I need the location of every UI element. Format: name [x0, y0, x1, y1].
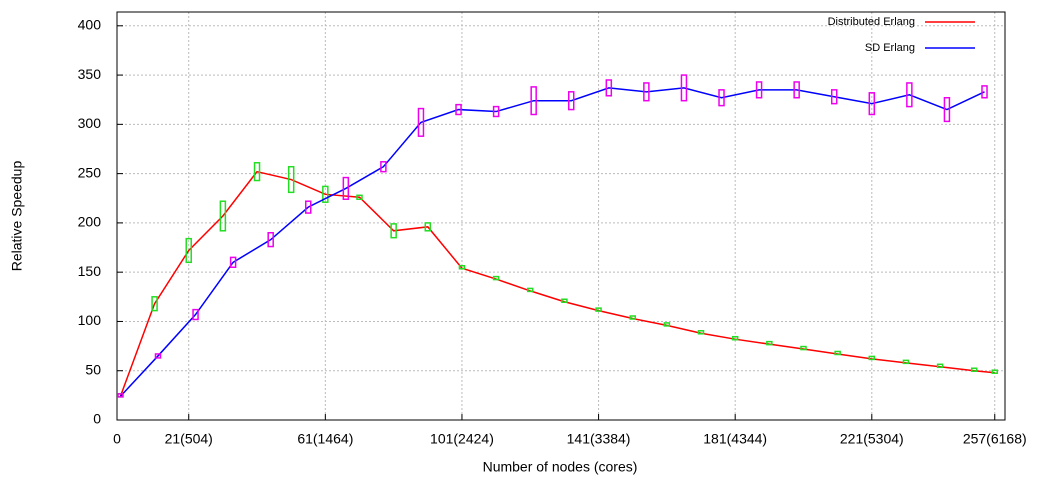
y-tick-label: 100: [78, 312, 102, 328]
error-bar: [971, 367, 978, 372]
error-bar: [605, 79, 613, 97]
error-bar: [793, 81, 800, 99]
error-bar: [527, 287, 534, 293]
x-tick-label: 257(6168): [963, 431, 1027, 447]
error-bar: [117, 393, 124, 398]
error-bar: [322, 185, 329, 203]
x-tick-label: 101(2424): [430, 431, 494, 447]
error-bar: [185, 237, 192, 264]
error-bar: [595, 307, 602, 312]
error-bar: [936, 363, 944, 369]
error-bar: [991, 369, 999, 374]
error-bar: [342, 176, 350, 200]
error-bar: [697, 330, 705, 335]
plot-frame: [116, 11, 1006, 421]
error-bar: [906, 82, 913, 108]
error-bar: [868, 355, 876, 361]
error-bar: [766, 340, 773, 346]
y-tick-label: 200: [78, 214, 102, 230]
legend-label: Distributed Erlang: [828, 16, 915, 28]
error-bar: [830, 89, 838, 105]
x-tick-label: 0: [113, 431, 121, 447]
series-line: [119, 170, 995, 397]
error-bar: [455, 103, 462, 116]
y-tick-label: 0: [93, 411, 101, 427]
error-bar: [253, 162, 261, 182]
error-bar: [424, 222, 432, 232]
error-bar: [868, 92, 876, 116]
error-bar: [380, 161, 387, 173]
error-bar: [731, 335, 739, 341]
series-line: [119, 87, 985, 397]
y-tick-label: 250: [78, 164, 102, 180]
error-bar: [629, 315, 636, 320]
error-bar: [356, 194, 363, 200]
y-axis-label: Relative Speedup: [9, 161, 25, 272]
error-bar: [305, 200, 312, 214]
error-bar: [561, 298, 568, 304]
error-bar: [680, 74, 688, 102]
y-tick-label: 400: [78, 17, 102, 33]
y-tick-label: 300: [78, 115, 102, 131]
error-bar: [981, 85, 988, 99]
error-bar: [492, 275, 500, 281]
error-bar: [192, 308, 199, 321]
error-bar: [154, 353, 162, 359]
error-bar: [755, 81, 763, 99]
y-tick-label: 350: [78, 66, 102, 82]
error-bar: [417, 107, 425, 137]
x-tick-label: 61(1464): [297, 431, 353, 447]
error-bar: [458, 264, 466, 270]
error-bar: [267, 232, 274, 248]
error-bar: [390, 223, 397, 239]
error-bar: [718, 89, 725, 107]
error-bar: [663, 322, 671, 327]
x-tick-label: 21(504): [165, 431, 213, 447]
error-bar: [943, 96, 951, 123]
y-tick-label: 150: [78, 263, 102, 279]
error-bar: [492, 105, 500, 118]
error-bar: [229, 256, 237, 268]
error-bar: [530, 86, 537, 116]
y-tick-label: 50: [85, 361, 101, 377]
error-bar: [902, 359, 910, 365]
error-bar: [567, 91, 575, 111]
error-bar: [800, 345, 807, 351]
error-bar: [219, 200, 227, 232]
x-tick-label: 221(5304): [840, 431, 904, 447]
error-bar: [287, 165, 295, 194]
error-bar: [834, 350, 841, 356]
x-tick-label: 141(3384): [567, 431, 631, 447]
x-tick-label: 181(4344): [703, 431, 767, 447]
error-bar: [643, 82, 650, 102]
x-axis-label: Number of nodes (cores): [483, 459, 638, 475]
legend-label: SD Erlang: [865, 42, 915, 54]
error-bar: [151, 296, 158, 312]
